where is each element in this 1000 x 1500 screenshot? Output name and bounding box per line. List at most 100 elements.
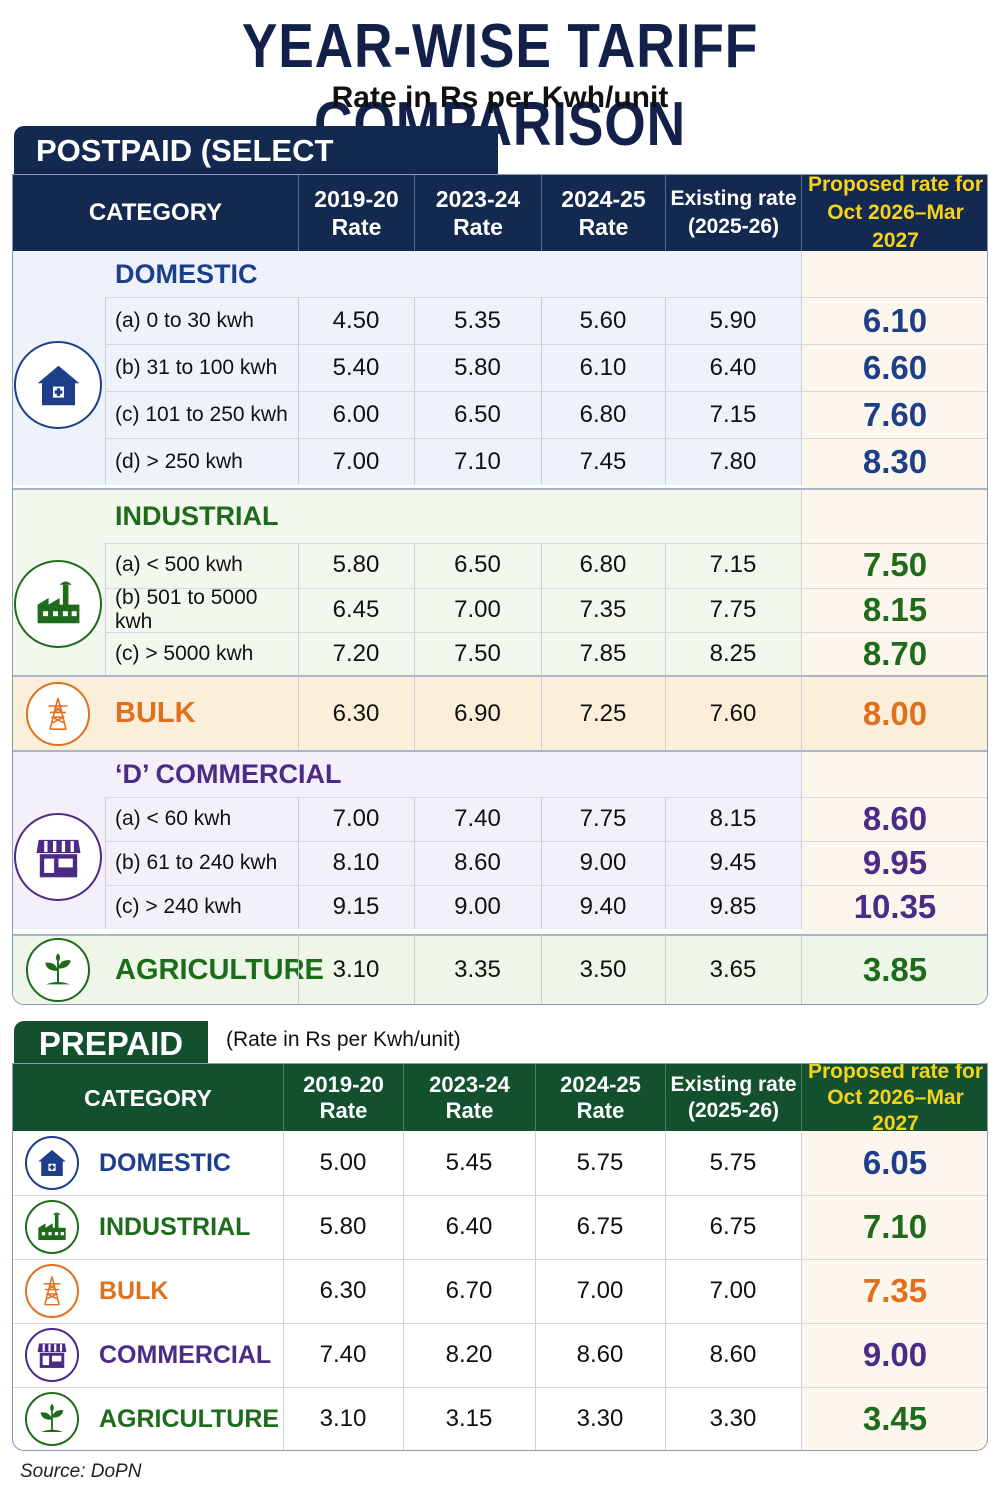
proposed-rate-cell: 10.35 (853, 888, 937, 925)
power-tower-badge (26, 681, 90, 746)
rate-cell: 6.90 (454, 699, 501, 727)
rate-cell: 7.45 (579, 447, 627, 475)
proposed-rate-cell: 9.00 (862, 1336, 928, 1373)
postpaid-label: POSTPAID (SELECT CATEGORIES) (14, 126, 498, 218)
rate-cell: 6.30 (319, 1277, 367, 1304)
category-name: BULK (99, 1276, 169, 1305)
rate-cell: 5.80 (454, 353, 501, 381)
section-divider (13, 675, 987, 677)
proposed-column-bg (801, 251, 987, 1004)
proposed-rate-cell: 8.15 (862, 590, 928, 628)
postpaid-header-cell: 2024-25 Rate (541, 175, 665, 251)
column-line (801, 751, 802, 929)
rate-cell: 9.45 (709, 849, 757, 876)
rate-cell: 3.15 (445, 1405, 493, 1432)
rate-cell: 6.45 (332, 595, 380, 623)
row-label: (c) > 240 kwh (115, 895, 242, 918)
section-bg (13, 751, 801, 929)
rate-cell: 7.50 (454, 640, 501, 668)
source-note: Source: DoPN (20, 1461, 142, 1482)
column-line (665, 797, 666, 929)
rate-cell: 6.50 (454, 400, 501, 428)
prepaid-table: CATEGORY 2019-20 Rate 2023-24 Rate 2024-25 … (12, 1063, 988, 1451)
column-line (414, 676, 415, 751)
row-label: (b) 31 to 100 kwh (115, 355, 278, 379)
rate-cell: 6.80 (579, 400, 627, 428)
prepaid-header-cell: 2024-25 Rate (535, 1064, 665, 1131)
rate-cell: 5.35 (454, 306, 501, 334)
rate-cell: 6.40 (709, 353, 757, 381)
rate-cell: 7.75 (709, 595, 757, 623)
plant-badge (26, 938, 90, 1002)
proposed-column-bg (801, 1131, 987, 1450)
shop-badge (25, 1328, 79, 1382)
rate-cell: 5.80 (319, 1213, 367, 1240)
rate-cell: 6.80 (579, 551, 627, 579)
row-label: (a) < 500 kwh (115, 553, 243, 577)
rate-cell: 5.60 (579, 306, 627, 334)
rate-cell: 7.15 (709, 400, 757, 428)
rate-cell: 8.10 (332, 849, 380, 876)
proposed-rate-cell: 9.95 (862, 844, 928, 881)
column-line (414, 543, 415, 677)
postpaid-header-cell: 2019-20 Rate (298, 175, 414, 251)
rate-cell: 6.00 (332, 400, 380, 428)
rate-cell: 6.75 (576, 1213, 624, 1240)
rate-cell: 9.85 (709, 893, 757, 920)
row-divider (13, 1387, 987, 1388)
prepaid-label: PREPAID (14, 1021, 208, 1065)
rate-cell: 3.35 (454, 956, 501, 983)
rate-cell: 6.10 (579, 353, 627, 381)
category-name: INDUSTRIAL (99, 1212, 251, 1241)
category-name: COMMERCIAL (99, 1340, 272, 1369)
row-divider (13, 1259, 987, 1260)
rate-cell: 6.50 (454, 551, 501, 579)
rate-cell: 7.10 (454, 447, 501, 475)
rate-cell: 9.15 (332, 893, 380, 920)
postpaid-header-cell: 2023-24 Rate (414, 175, 541, 251)
row-label: (a) < 60 kwh (115, 807, 232, 830)
rate-cell: 6.75 (709, 1213, 757, 1240)
factory-badge (14, 559, 102, 648)
section-bg (13, 935, 801, 1004)
column-line (801, 935, 802, 1004)
proposed-rate-cell: 7.50 (862, 546, 928, 584)
rate-cell: 6.70 (445, 1277, 493, 1304)
rate-cell: 5.75 (576, 1149, 624, 1176)
power-tower-icon (34, 1273, 70, 1309)
rate-cell: 7.40 (319, 1341, 367, 1368)
shop-icon (31, 830, 86, 885)
column-line (541, 935, 542, 1004)
rate-cell: 7.00 (332, 805, 380, 832)
prepaid-header-cell: 2019-20 Rate (283, 1064, 403, 1131)
column-line (535, 1131, 536, 1450)
rate-cell: 7.00 (576, 1277, 624, 1304)
column-line (298, 543, 299, 677)
rate-cell: 3.50 (579, 956, 627, 983)
category-name: DOMESTIC (99, 1148, 231, 1177)
factory-icon (34, 1209, 70, 1245)
postpaid-header-cell: CATEGORY (88, 199, 223, 226)
postpaid-header-cell: Proposed rate for Oct 2026–Mar 2027 (801, 175, 987, 252)
column-line (665, 543, 666, 677)
rate-cell: 5.45 (445, 1149, 493, 1176)
factory-badge (25, 1200, 79, 1254)
row-divider (105, 841, 987, 842)
rate-cell: 5.80 (332, 551, 380, 579)
proposed-rate-cell: 8.30 (862, 442, 928, 480)
proposed-rate-cell: 3.85 (862, 951, 928, 988)
row-divider (13, 1195, 987, 1196)
column-line (403, 1131, 404, 1450)
row-label: (d) > 250 kwh (115, 449, 243, 473)
label-column-line (105, 797, 106, 929)
shop-icon (34, 1337, 70, 1373)
rate-cell: 8.60 (709, 1341, 757, 1368)
rate-cell: 8.60 (576, 1341, 624, 1368)
rate-cell: 7.20 (332, 640, 380, 668)
column-line (665, 1131, 666, 1450)
column-line (801, 1131, 802, 1450)
rate-cell: 3.10 (332, 956, 380, 983)
section-proposed-bg (801, 676, 987, 751)
column-line (298, 935, 299, 1004)
rate-cell: 7.00 (332, 447, 380, 475)
